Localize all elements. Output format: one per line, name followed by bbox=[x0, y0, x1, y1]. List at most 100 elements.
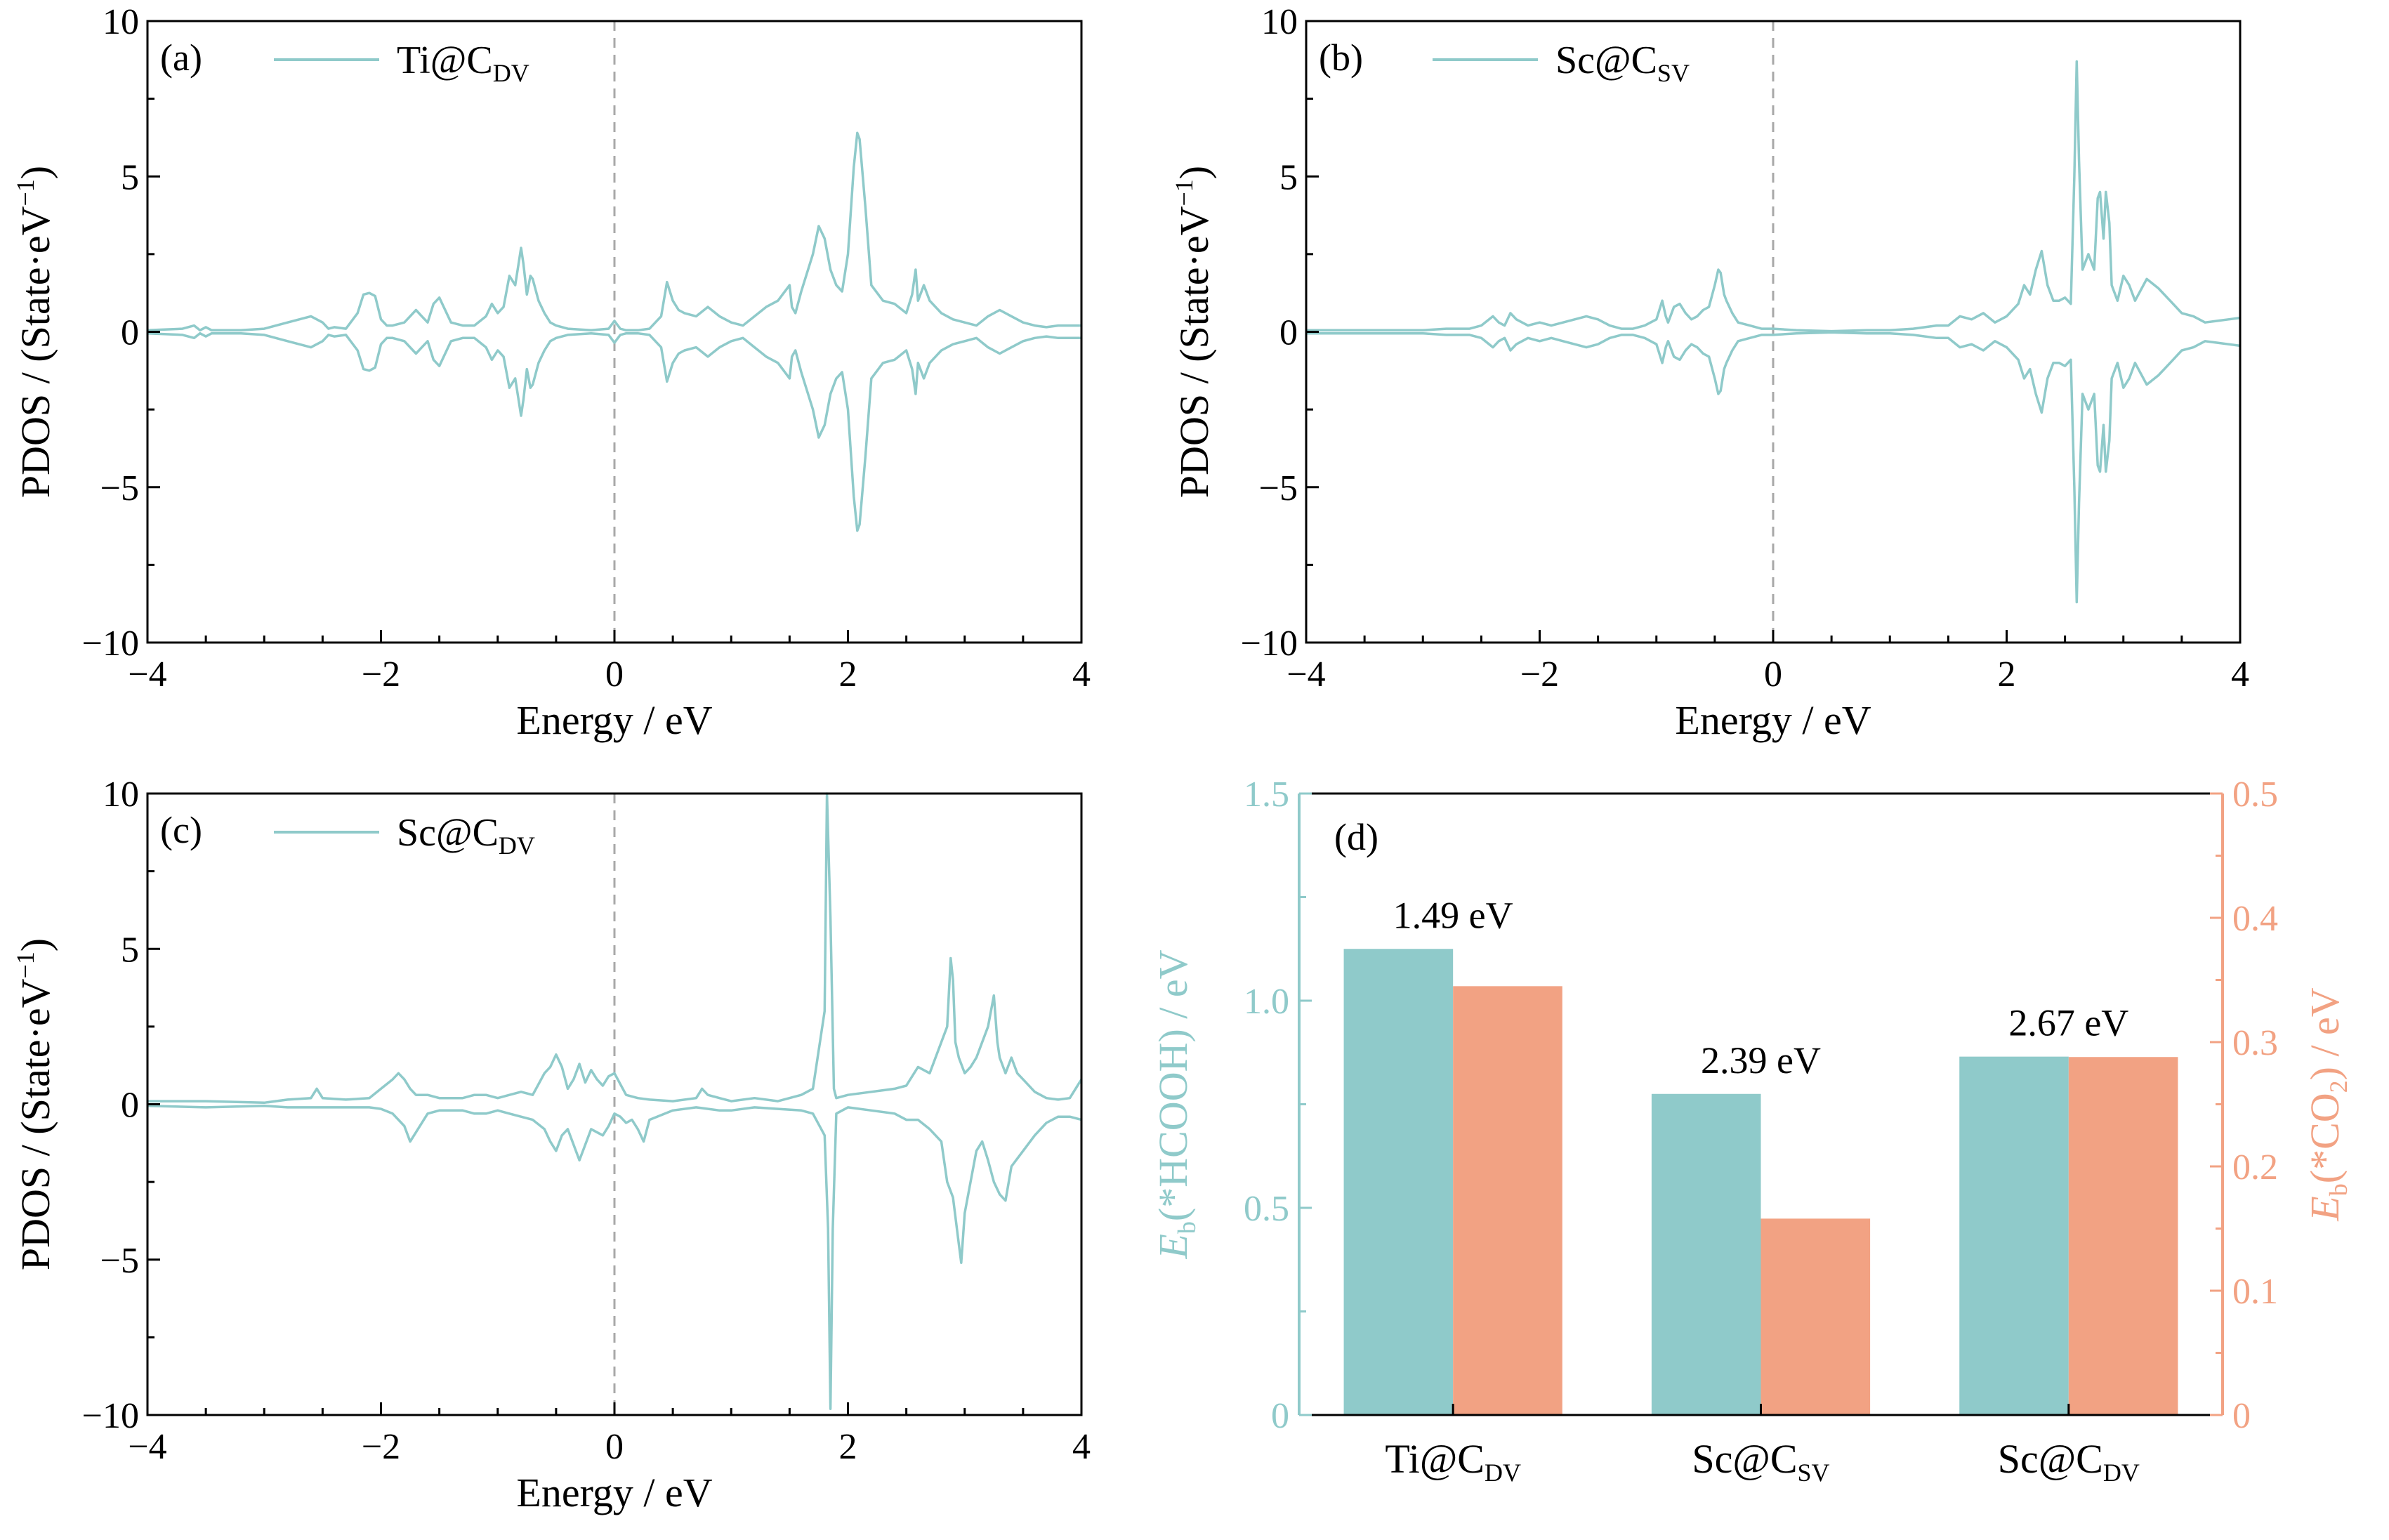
y-axis-title-main: PDOS / (State·eV bbox=[13, 206, 58, 498]
y-tick-label: 10 bbox=[1261, 2, 1298, 42]
panel-label: (b) bbox=[1319, 37, 1363, 79]
y-tick-label: 0 bbox=[121, 1086, 139, 1126]
category-main: Ti@C bbox=[1385, 1436, 1485, 1482]
x-tick-label: −2 bbox=[362, 654, 400, 695]
axis-title-italic: E bbox=[2302, 1196, 2348, 1221]
legend-main: Sc@C bbox=[1555, 39, 1657, 82]
x-tick-label: 4 bbox=[1072, 654, 1091, 695]
y-tick-label: 0 bbox=[121, 313, 139, 353]
y-tick-label: −5 bbox=[1259, 468, 1298, 508]
y-tick-label: −5 bbox=[100, 468, 139, 508]
x-tick-label: −2 bbox=[1520, 654, 1559, 695]
x-axis-title: Energy / eV bbox=[1675, 697, 1871, 743]
right-y-tick-label: 0.3 bbox=[2232, 1023, 2278, 1063]
right-y-tick-label: 0.1 bbox=[2232, 1272, 2278, 1312]
bar-hcooh bbox=[1959, 1056, 2069, 1415]
pdos-panel-2: −4 −2 0 2 4 10 5 0 −5 −10 Energy / eV PDOS / (State… bbox=[11, 775, 1091, 1515]
x-axis-title: Energy / eV bbox=[516, 1470, 712, 1515]
category-label: Sc@CSV bbox=[1692, 1436, 1829, 1487]
category-subscript: DV bbox=[1485, 1459, 1521, 1487]
x-tick-label: −4 bbox=[128, 1427, 166, 1467]
legend-label: Sc@CSV bbox=[1555, 39, 1690, 87]
category-label: Sc@CDV bbox=[1998, 1436, 2140, 1487]
y-tick-label: −10 bbox=[82, 624, 139, 664]
category-main: Sc@C bbox=[1998, 1436, 2103, 1482]
pdos-curve-spin-up bbox=[147, 792, 1083, 1105]
legend-subscript: DV bbox=[499, 831, 535, 860]
legend-label: Sc@CDV bbox=[397, 811, 535, 860]
x-tick-label: 2 bbox=[839, 654, 857, 695]
pdos-panel-1: −4 −2 0 2 4 10 5 0 −5 −10 Energy / eV PDOS / (State… bbox=[1170, 2, 2249, 743]
bar-hcooh bbox=[1651, 1093, 1761, 1415]
left-y-tick-label: 1.0 bbox=[1244, 982, 1289, 1022]
y-axis-title-end: ) bbox=[1171, 166, 1217, 179]
pdos-curve-spin-up bbox=[1306, 60, 2241, 333]
y-axis-title-superscript: −1 bbox=[1170, 179, 1198, 206]
x-tick-label: 4 bbox=[2231, 654, 2249, 695]
y-axis-title-superscript: −1 bbox=[11, 179, 39, 206]
category-subscript: DV bbox=[2103, 1459, 2140, 1487]
axis-title-rest: (*CO bbox=[2302, 1093, 2348, 1183]
y-tick-label: 5 bbox=[1279, 157, 1298, 197]
pdos-curve-spin-down bbox=[147, 331, 1081, 532]
left-y-tick-label: 1.5 bbox=[1244, 775, 1289, 815]
y-tick-label: −10 bbox=[1241, 624, 1298, 664]
x-tick-label: 0 bbox=[605, 1427, 624, 1467]
category-main: Sc@C bbox=[1692, 1436, 1797, 1482]
y-tick-label: −5 bbox=[100, 1241, 139, 1281]
category-subscript: SV bbox=[1798, 1459, 1830, 1487]
category-label: Ti@CDV bbox=[1385, 1436, 1521, 1487]
bar-annotation: 1.49 eV bbox=[1393, 894, 1513, 936]
legend-main: Sc@C bbox=[397, 811, 499, 855]
x-tick-label: 4 bbox=[1072, 1427, 1091, 1467]
y-axis-title-end: ) bbox=[13, 166, 58, 179]
bar-hcooh bbox=[1343, 949, 1454, 1415]
axis-title-subscript: 2 bbox=[2324, 1080, 2352, 1093]
bar-co2 bbox=[2068, 1057, 2178, 1415]
legend-label: Ti@CDV bbox=[397, 39, 529, 87]
right-y-axis-title: Eb(*CO2) / eV bbox=[2302, 987, 2352, 1222]
x-tick-label: 2 bbox=[1998, 654, 2016, 695]
pdos-curve-spin-down bbox=[147, 1104, 1082, 1410]
x-tick-label: −2 bbox=[362, 1427, 400, 1467]
axis-title-italic: E bbox=[1150, 1234, 1196, 1259]
bar-co2 bbox=[1453, 986, 1562, 1415]
y-tick-label: −10 bbox=[82, 1396, 139, 1436]
axis-title-subscript: b bbox=[1173, 1221, 1201, 1234]
left-y-tick-label: 0 bbox=[1271, 1396, 1289, 1436]
y-axis-title: PDOS / (State·eV−1) bbox=[11, 938, 58, 1270]
y-tick-label: 10 bbox=[103, 775, 139, 815]
bar-annotation: 2.67 eV bbox=[2008, 1002, 2128, 1044]
x-tick-label: 0 bbox=[1764, 654, 1782, 695]
axis-title-rest: (*HCOOH) / eV bbox=[1150, 949, 1196, 1221]
y-axis-title-main: PDOS / (State·eV bbox=[13, 978, 58, 1270]
axis-title-rest: ) / eV bbox=[2302, 987, 2348, 1080]
y-axis-title: PDOS / (State·eV−1) bbox=[1170, 166, 1217, 498]
bar-co2 bbox=[1761, 1218, 1871, 1415]
y-tick-label: 10 bbox=[103, 2, 139, 42]
x-tick-label: −4 bbox=[128, 654, 166, 695]
left-y-axis-title: Eb(*HCOOH) / eV bbox=[1150, 949, 1201, 1259]
right-y-tick-label: 0 bbox=[2232, 1396, 2251, 1436]
pdos-curve-spin-up bbox=[147, 131, 1081, 332]
axis-title-subscript: b bbox=[2324, 1183, 2352, 1196]
x-axis-title: Energy / eV bbox=[516, 697, 712, 743]
x-tick-label: −4 bbox=[1286, 654, 1325, 695]
panel-label: (c) bbox=[160, 809, 202, 851]
pdos-panel-0: −4 −2 0 2 4 10 5 0 −5 −10 Energy / eV PDOS / (State… bbox=[11, 2, 1091, 743]
y-tick-label: 5 bbox=[121, 157, 139, 197]
legend-subscript: SV bbox=[1657, 59, 1690, 87]
y-axis-title: PDOS / (State·eV−1) bbox=[11, 166, 58, 498]
y-axis-title-superscript: −1 bbox=[11, 952, 39, 978]
right-y-tick-label: 0.2 bbox=[2232, 1147, 2278, 1187]
x-tick-label: 2 bbox=[839, 1427, 857, 1467]
left-y-tick-label: 0.5 bbox=[1244, 1189, 1289, 1229]
y-axis-title-end: ) bbox=[13, 938, 58, 952]
panel-label: (d) bbox=[1334, 816, 1378, 858]
y-tick-label: 5 bbox=[121, 930, 139, 970]
x-tick-label: 0 bbox=[605, 654, 624, 695]
panel-label: (a) bbox=[160, 37, 202, 79]
right-y-tick-label: 0.5 bbox=[2232, 775, 2278, 815]
